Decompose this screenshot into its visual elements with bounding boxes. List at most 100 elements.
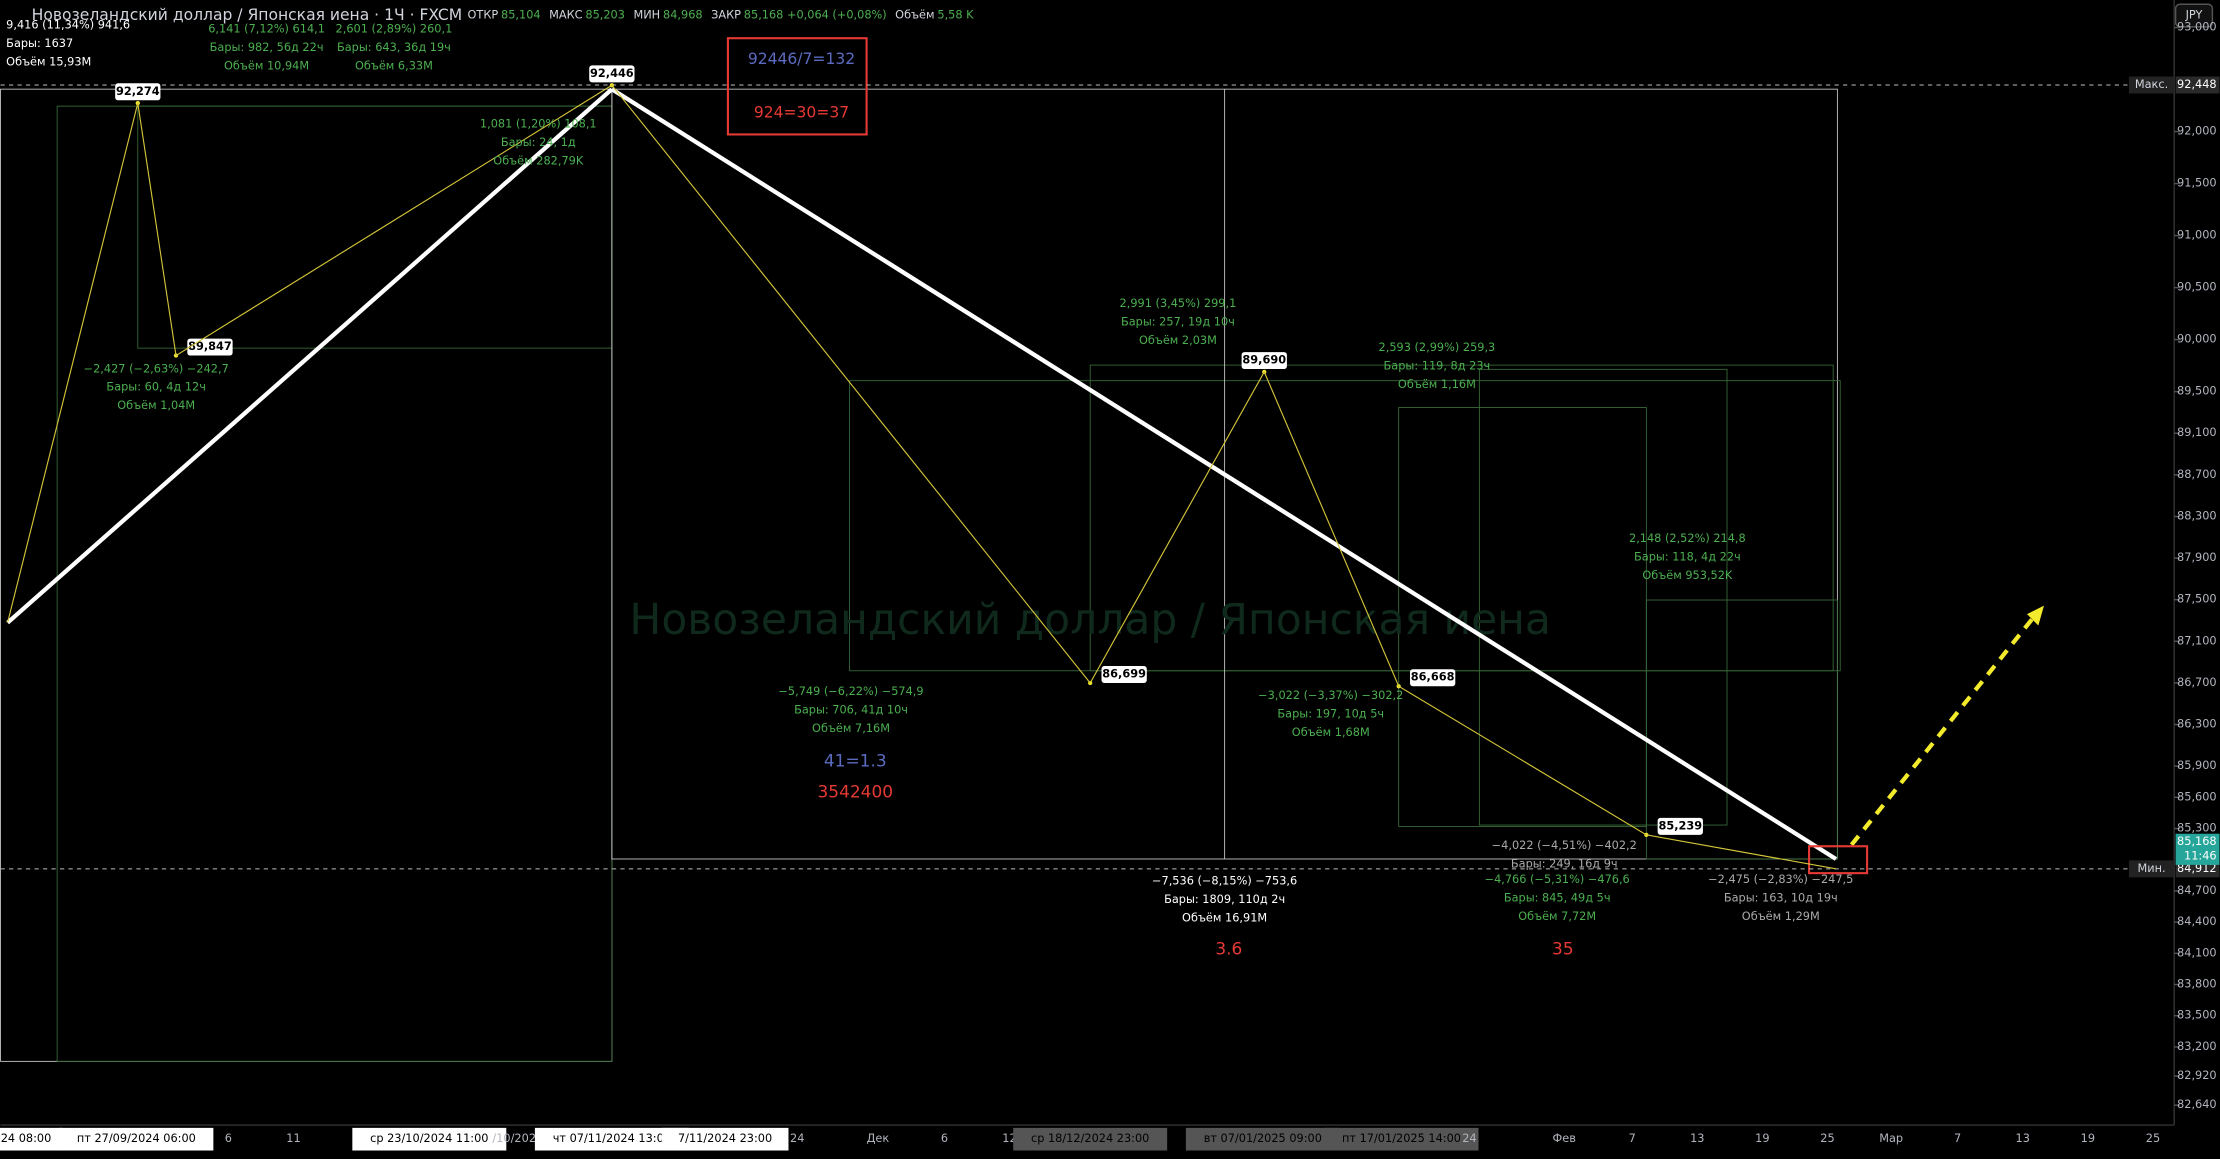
time-label: ср 18/12/2024 23:00: [1031, 1131, 1149, 1145]
pivot-label: 89,847: [188, 339, 232, 353]
level-price-bg: [2175, 76, 2220, 94]
price-label: 88,300: [2177, 508, 2217, 522]
time-label: 19: [1755, 1131, 1769, 1145]
level-caption-bg: [2128, 860, 2175, 878]
note-text: 3542400: [817, 782, 893, 802]
time-label: 6: [941, 1131, 948, 1145]
pivot-label-bg: [187, 338, 233, 356]
current-time: 11:46: [2184, 848, 2217, 862]
measure-text: 2,601 (2,89%) 260,1: [336, 22, 453, 36]
measure-text: 6,141 (7,12%) 614,1: [208, 22, 325, 36]
currency[interactable]: JPY: [2185, 8, 2203, 22]
time-label: 25: [2146, 1131, 2160, 1145]
watermark: Новозеландский доллар / Японская иена: [629, 596, 1551, 645]
time-label: пт 27/09/2024 06:00: [77, 1131, 196, 1145]
level-caption: Макс.: [2135, 77, 2168, 91]
pivot-label-bg: [589, 65, 635, 83]
level-caption: Мин.: [2137, 861, 2165, 875]
measure-text: −5,749 (−6,22%) −574,9: [778, 684, 923, 698]
measure-text: Объём 1,16M: [1398, 377, 1476, 391]
time-label: 25: [1820, 1131, 1834, 1145]
time-label: пт 17/01/2025 14:00: [1342, 1131, 1461, 1145]
time-label-bg: [661, 1127, 789, 1151]
time-label: 7/11/2024 23:00: [678, 1131, 772, 1145]
price-label: 85,600: [2177, 789, 2217, 803]
ohlc: 84,968: [663, 8, 703, 22]
measure-text: Бары: 845, 49д 5ч: [1504, 891, 1611, 905]
time-label: 13: [1690, 1131, 1704, 1145]
measure-text: Объём 1,68M: [1292, 725, 1370, 739]
price-label: 82,640: [2177, 1097, 2217, 1111]
note-text: 3.6: [1215, 940, 1242, 960]
projection-arrow: [1849, 610, 2040, 847]
pivot-label: 89,690: [1242, 353, 1286, 367]
time-label: вт 07/01/2025 09:00: [1204, 1131, 1322, 1145]
price-label: 93,000: [2177, 20, 2217, 34]
measure-text: Бары: 982, 56д 22ч: [210, 40, 324, 54]
measure-text: Объём 953,52K: [1642, 568, 1733, 582]
price-label: 82,920: [2177, 1068, 2217, 1082]
price-label: 86,700: [2177, 675, 2217, 689]
measure-text: Бары: 60, 4д 12ч: [106, 380, 206, 394]
price-label: 90,000: [2177, 332, 2217, 346]
ohlc: МАКС: [549, 8, 583, 22]
price-label: 87,100: [2177, 633, 2217, 647]
level-price: 92,448: [2177, 77, 2217, 91]
trend-line: [6, 87, 614, 625]
measure-text: 2,148 (2,52%) 214,8: [1629, 531, 1746, 545]
price-label: 90,500: [2177, 280, 2217, 294]
note-text: 41=1.3: [824, 751, 887, 771]
measure-text: Бары: 24, 1д: [501, 135, 576, 149]
measure-text: Бары: 643, 36д 19ч: [337, 40, 451, 54]
price-label: 88,700: [2177, 467, 2217, 481]
time-label: 19: [2081, 1131, 2095, 1145]
time-label: ср 23/10/2024 11:00: [370, 1131, 488, 1145]
ohlc: МИН: [633, 8, 660, 22]
price-label: 87,900: [2177, 550, 2217, 564]
time-label: 13: [2016, 1131, 2030, 1145]
measure-text: 2,593 (2,99%) 259,3: [1379, 340, 1496, 354]
pivot-label: 86,699: [1102, 666, 1146, 680]
pivot-label: 85,239: [1658, 818, 1702, 832]
pivot-label-bg: [1241, 352, 1287, 370]
time-label: /10/202: [492, 1131, 536, 1145]
measure-text: Бары: 119, 8д 23ч: [1384, 359, 1491, 373]
note-box: [726, 37, 868, 136]
price-label: 92,000: [2177, 124, 2217, 138]
measure-text: Бары: 249, 16д 9ч: [1511, 857, 1618, 871]
price-label: 84,700: [2177, 883, 2217, 897]
time-label: Дек: [867, 1131, 890, 1145]
pivot-label-bg: [1657, 817, 1703, 835]
ohlc: 85,104: [501, 8, 541, 22]
note-text: 35: [1552, 940, 1574, 960]
price-label: 83,500: [2177, 1008, 2217, 1022]
measure-text: Бары: 257, 19д 10ч: [1121, 315, 1235, 329]
time-label: 7: [1954, 1131, 1961, 1145]
measure-text: Бары: 118, 4д 22ч: [1634, 550, 1741, 564]
arrow-head: [2027, 605, 2044, 626]
price-label: 84,100: [2177, 945, 2217, 959]
measure-text: −2,427 (−2,63%) −242,7: [84, 361, 229, 375]
level-caption-bg: [2128, 76, 2175, 94]
time-label-bg: [0, 1127, 63, 1151]
current-price: 85,168: [2177, 834, 2217, 848]
measure-text: −4,022 (−4,51%) −402,2: [1492, 838, 1637, 852]
time-label-bg: [1185, 1127, 1340, 1151]
ohlc: ЗАКР: [711, 8, 741, 22]
measure-text: Бары: 197, 10д 5ч: [1277, 707, 1384, 721]
ohlc: Объём: [895, 8, 934, 22]
time-label: чт 07/11/2024 13:00: [553, 1131, 671, 1145]
note-text: 924=30=37: [754, 104, 849, 122]
time-label: Фев: [1553, 1131, 1576, 1145]
time-label-bg: [352, 1127, 507, 1151]
time-label: 7: [1629, 1131, 1636, 1145]
current-price-bg: [2175, 833, 2220, 865]
currency-button[interactable]: [2174, 3, 2214, 28]
highlight-box: [1808, 845, 1869, 875]
time-label-bg: [1324, 1127, 1479, 1151]
price-label: 89,100: [2177, 425, 2217, 439]
note-text: 92446/7=132: [748, 50, 855, 68]
time-label: 11: [286, 1131, 300, 1145]
price-label: 84,400: [2177, 914, 2217, 928]
